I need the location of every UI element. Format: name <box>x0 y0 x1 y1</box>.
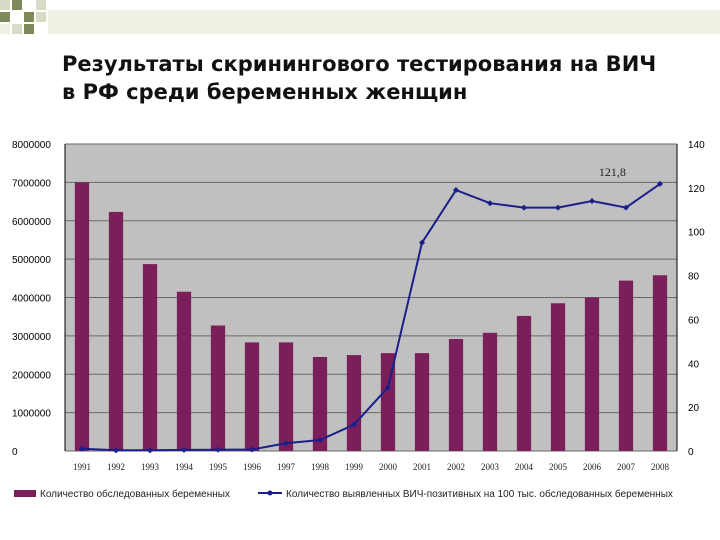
x-tick-label: 2003 <box>481 462 500 472</box>
line-point <box>147 447 153 454</box>
line-point <box>487 200 493 207</box>
bar <box>652 275 668 451</box>
bar <box>210 325 226 451</box>
left-tick-label: 6000000 <box>12 217 51 228</box>
line-point <box>453 187 459 194</box>
bar <box>244 342 260 451</box>
legend-line-label: Количество выявленных ВИЧ-позитивных на … <box>286 488 673 500</box>
x-tick-label: 1998 <box>311 462 330 472</box>
line-point <box>589 198 595 205</box>
line-point <box>79 445 85 452</box>
line-point <box>215 446 221 453</box>
bar <box>176 291 192 451</box>
legend-bar-label: Количество обследованных беременных <box>40 488 230 500</box>
bar <box>312 356 328 451</box>
line-point <box>249 446 255 453</box>
slide-title-line2: в РФ среди беременных женщин <box>62 80 468 104</box>
left-tick-label: 7000000 <box>12 178 51 189</box>
x-tick-label: 1992 <box>107 462 125 472</box>
x-tick-label: 2005 <box>549 462 568 472</box>
screening-chart: 0100000020000003000000400000050000006000… <box>12 140 705 500</box>
max-value-annotation: 121,8 <box>599 165 626 179</box>
bar <box>448 338 464 451</box>
legend-bar-swatch <box>14 490 36 497</box>
right-tick-label: 140 <box>688 140 705 151</box>
line-point <box>181 446 187 453</box>
x-tick-label: 1993 <box>141 462 160 472</box>
left-tick-label: 8000000 <box>12 140 51 151</box>
left-tick-label: 5000000 <box>12 255 51 266</box>
left-tick-label: 1000000 <box>12 409 51 420</box>
x-tick-label: 1995 <box>209 462 228 472</box>
left-tick-label: 0 <box>12 447 18 458</box>
right-tick-label: 0 <box>688 447 694 458</box>
bar <box>380 353 396 451</box>
slide-title-line1: Результаты скринингового тестирования на… <box>62 52 657 76</box>
line-point <box>385 384 391 391</box>
bar <box>74 182 90 451</box>
x-tick-label: 1996 <box>243 462 262 472</box>
line-point <box>113 447 119 454</box>
line-point <box>283 440 289 447</box>
corner-decoration <box>0 0 720 34</box>
x-tick-label: 1994 <box>175 462 194 472</box>
slide-title: Результаты скринингового тестирования на… <box>62 50 702 106</box>
x-tick-label: 2000 <box>379 462 398 472</box>
bar <box>142 264 158 451</box>
x-tick-label: 1997 <box>277 462 296 472</box>
left-axis-ticks: 0 1000000 2000000 3000000 4000000 5000000 6000… <box>12 140 51 458</box>
bar <box>550 303 566 451</box>
left-tick-label: 4000000 <box>12 294 51 305</box>
bar <box>584 297 600 451</box>
legend-line-marker <box>267 490 273 496</box>
bar <box>414 353 430 451</box>
line-point <box>419 239 425 246</box>
bar <box>618 280 634 451</box>
x-tick-label: 1999 <box>345 462 364 472</box>
line-point <box>521 204 527 211</box>
legend: Количество обследованных беременных Коли… <box>14 488 673 500</box>
right-tick-label: 120 <box>688 184 705 195</box>
line-point <box>623 204 629 211</box>
right-tick-label: 100 <box>688 228 705 239</box>
left-tick-label: 3000000 <box>12 332 51 343</box>
hiv-rate-points <box>79 180 663 454</box>
x-tick-label: 2004 <box>515 462 534 472</box>
left-tick-label: 2000000 <box>12 370 51 381</box>
hiv-rate-line <box>81 183 661 452</box>
x-tick-label: 2008 <box>651 462 670 472</box>
bar <box>482 332 498 451</box>
bar <box>346 355 362 451</box>
right-tick-label: 60 <box>688 315 700 326</box>
bar-series <box>74 182 668 451</box>
grid-lines <box>64 143 678 452</box>
x-tick-label: 2002 <box>447 462 465 472</box>
bar <box>278 342 294 451</box>
line-point <box>351 421 357 428</box>
bar <box>108 211 124 451</box>
bar <box>516 315 532 451</box>
line-point <box>555 204 561 211</box>
right-tick-label: 20 <box>688 403 700 414</box>
right-tick-label: 40 <box>688 359 700 370</box>
x-tick-label: 2007 <box>617 462 636 472</box>
x-tick-label: 1991 <box>73 462 91 472</box>
right-axis-ticks: 0 20 40 60 80 100 120 140 <box>688 140 705 458</box>
right-tick-label: 80 <box>688 272 700 283</box>
line-point <box>317 437 323 444</box>
x-axis-ticks: 1991 1992 1993 1994 1995 1996 1997 1998 1999 2000… <box>73 462 670 472</box>
x-tick-label: 2001 <box>413 462 431 472</box>
line-point <box>657 180 663 187</box>
x-tick-label: 2006 <box>583 462 602 472</box>
